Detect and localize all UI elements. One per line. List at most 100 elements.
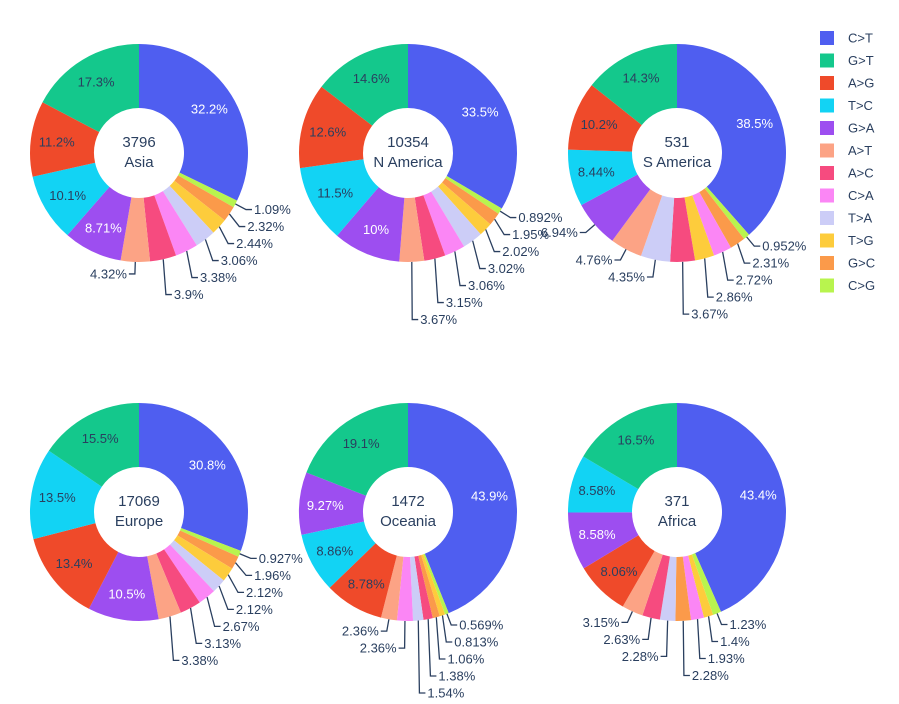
leader-line	[435, 617, 446, 660]
slice-T-to-A	[162, 185, 214, 246]
slice-T-to-C	[568, 149, 638, 206]
data-label: 6.94%	[541, 225, 578, 240]
leader-line	[128, 261, 136, 275]
legend-label: C>A	[848, 188, 874, 203]
slice-T-to-G	[684, 195, 715, 261]
slice-G-to-T	[321, 44, 408, 126]
slice-C-to-A	[682, 555, 704, 621]
slice-T-to-A	[169, 540, 224, 592]
leader-line	[218, 226, 235, 245]
data-label: 0.813%	[454, 635, 499, 650]
data-label: 13.4%	[56, 556, 93, 571]
data-label: 8.86%	[316, 544, 353, 559]
leader-line	[704, 258, 714, 298]
slice-G-to-C	[442, 178, 499, 225]
leader-line	[427, 619, 437, 677]
data-label: 8.06%	[601, 564, 638, 579]
slice-T-to-C	[32, 162, 110, 236]
legend-label: T>G	[848, 233, 874, 248]
slice-T-to-C	[300, 159, 379, 236]
slice-C-to-A	[692, 192, 731, 256]
leader-line	[707, 616, 719, 643]
leader-line	[716, 613, 728, 626]
slice-C-to-G	[691, 553, 721, 615]
slice-A-to-T	[120, 197, 151, 262]
legend-swatch	[820, 53, 834, 68]
leader-line	[218, 585, 234, 611]
leader-line	[696, 619, 706, 660]
leader-line	[380, 619, 390, 632]
data-label: 2.72%	[736, 273, 773, 288]
data-label: 2.12%	[246, 585, 283, 600]
slice-A-to-G	[299, 86, 373, 169]
leader-line	[682, 620, 690, 677]
leader-line	[441, 615, 453, 643]
center-count: 531	[664, 134, 689, 151]
legend-swatch	[820, 166, 834, 180]
leader-line	[579, 224, 596, 234]
leader-line	[239, 553, 257, 560]
data-label: 8.58%	[579, 527, 616, 542]
data-label: 1.06%	[447, 652, 484, 667]
leader-line	[204, 239, 219, 262]
legend-label: A>C	[848, 166, 874, 181]
slice-C-to-G	[445, 175, 502, 214]
leader-line	[499, 210, 517, 219]
legend-swatch	[820, 121, 834, 135]
leader-line	[186, 250, 198, 279]
leader-line	[234, 562, 253, 577]
slice-G-to-C	[418, 555, 440, 619]
slice-A-to-G	[329, 543, 397, 618]
data-label: 3.06%	[221, 253, 258, 268]
legend-label: G>T	[848, 53, 874, 68]
slice-T-to-G	[174, 535, 233, 581]
data-label: 17.3%	[78, 74, 115, 89]
slice-G-to-A	[88, 551, 159, 622]
legend-swatch	[820, 188, 834, 203]
leader-line	[206, 596, 221, 628]
center-count: 10354	[387, 134, 429, 151]
data-label: 2.28%	[622, 649, 659, 664]
data-label: 12.6%	[309, 124, 346, 139]
donut-n-america: 33.5% 10% 11.5% 12.6% 14.6% 0.892% 1.95% 2.02% 3…	[299, 44, 563, 327]
slice-G-to-C	[174, 175, 234, 221]
slice-G-to-A	[568, 512, 639, 569]
slice-T-to-C	[301, 521, 376, 588]
center-count: 1472	[391, 493, 424, 510]
data-label: 2.36%	[360, 641, 397, 656]
slice-C-to-T	[677, 403, 786, 612]
slice-G-to-T	[306, 403, 408, 496]
data-label: 4.35%	[608, 269, 645, 284]
leader-line	[660, 620, 669, 658]
slice-G-to-C	[177, 530, 239, 569]
slice-G-to-A	[67, 186, 132, 261]
data-label: 3.15%	[446, 295, 483, 310]
leader-line	[411, 261, 419, 321]
center-region: Europe	[115, 513, 163, 530]
leader-line	[646, 259, 656, 278]
data-label: 1.4%	[720, 634, 750, 649]
data-label: 2.31%	[752, 256, 789, 271]
data-label: 1.54%	[427, 686, 464, 701]
data-label: 3.06%	[468, 278, 505, 293]
data-label: 8.58%	[578, 483, 615, 498]
data-label: 3.67%	[691, 307, 728, 322]
data-label: 8.71%	[85, 220, 122, 235]
data-label: 43.9%	[471, 489, 508, 504]
data-label: 1.96%	[254, 568, 291, 583]
slice-G-to-C	[699, 188, 745, 248]
slice-A-to-T	[622, 551, 663, 616]
data-label: 2.12%	[236, 602, 273, 617]
slice-G-to-A	[299, 472, 367, 535]
slice-C-to-A	[423, 191, 465, 256]
slice-C-to-T	[677, 44, 786, 235]
slice-T-to-C	[29, 450, 102, 540]
data-label: 10%	[363, 222, 389, 237]
legend-swatch	[820, 143, 834, 158]
center-count: 17069	[118, 493, 160, 510]
slice-C-to-A	[164, 544, 214, 603]
data-label: 10.5%	[108, 587, 145, 602]
slice-T-to-A	[431, 186, 481, 247]
data-label: 9.27%	[307, 498, 344, 513]
data-label: 16.5%	[617, 432, 654, 447]
